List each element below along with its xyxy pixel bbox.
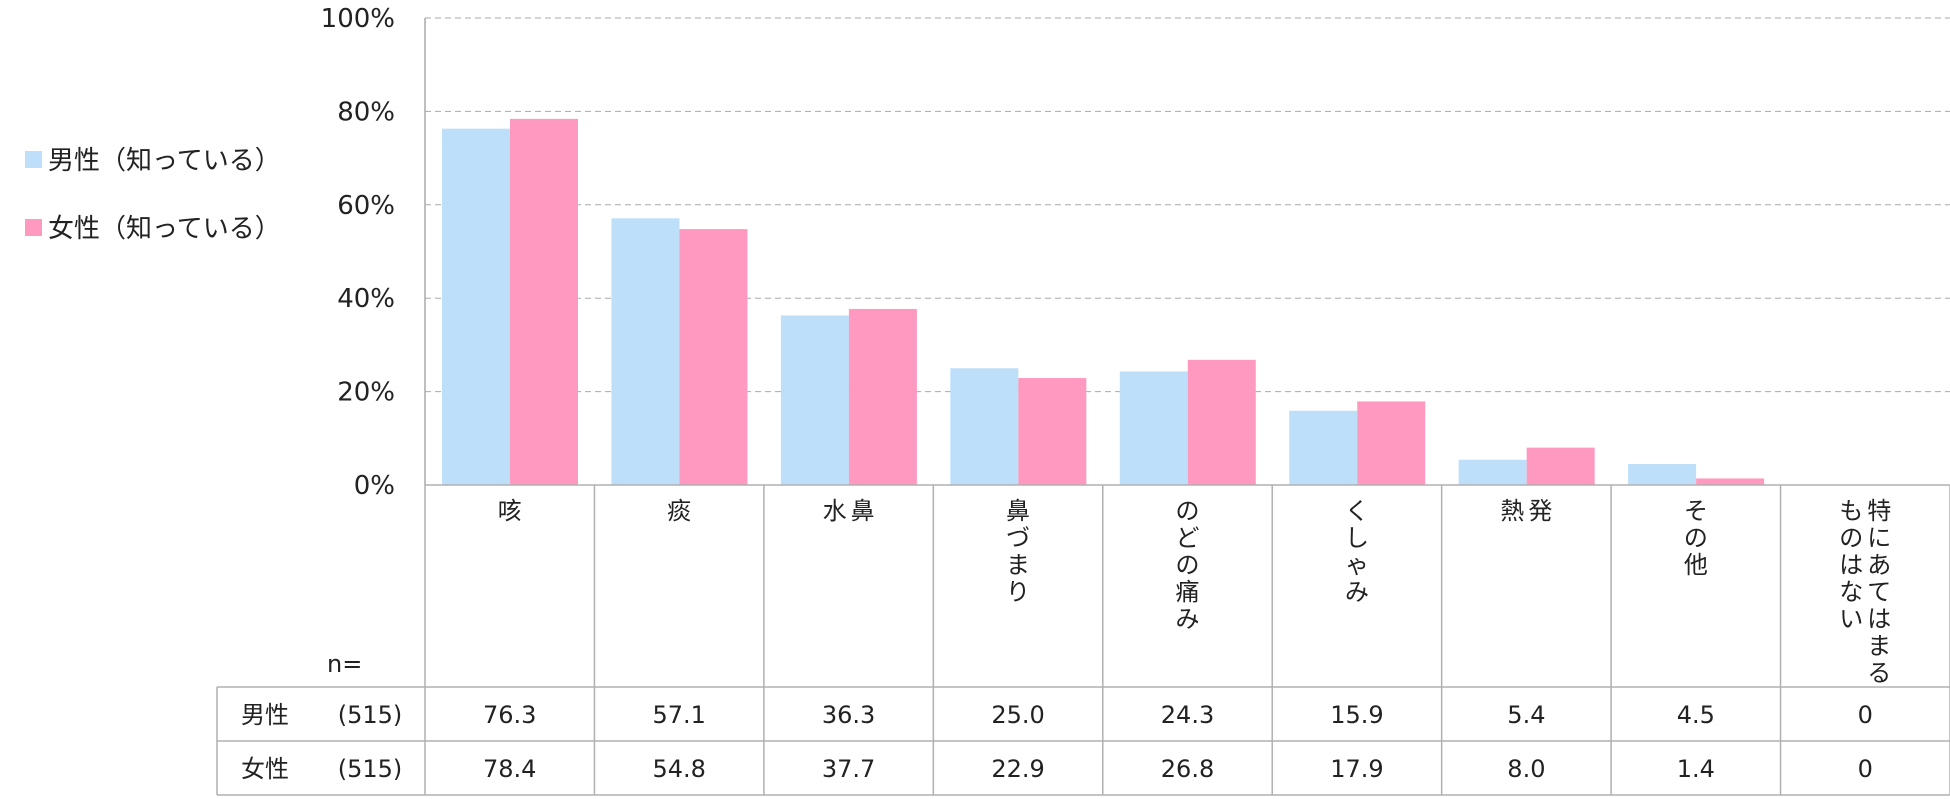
category-label-char: る xyxy=(1867,659,1891,687)
y-tick-label: 80% xyxy=(337,97,395,127)
y-tick-label: 0% xyxy=(354,471,395,501)
legend-label: 女性（知っている） xyxy=(48,214,281,244)
category-label-char: に xyxy=(1867,524,1891,552)
y-tick-label: 20% xyxy=(337,378,395,408)
category-label-char: み xyxy=(1345,578,1369,606)
category-label-char: み xyxy=(1176,605,1200,633)
table-cell-value: 37.7 xyxy=(822,755,875,783)
bar-female xyxy=(1526,447,1595,485)
bar-female xyxy=(1357,401,1426,485)
category-label-char: な xyxy=(1839,578,1863,606)
bars xyxy=(442,118,1765,485)
legend-swatch xyxy=(25,219,42,236)
category-label-char: づ xyxy=(1006,524,1030,552)
table-cell-value: 22.9 xyxy=(991,755,1044,783)
category-label-char: て xyxy=(1867,578,1891,606)
table-cell-value: 8.0 xyxy=(1507,755,1545,783)
n-label: n= xyxy=(327,650,362,678)
category-label-char: の xyxy=(1839,524,1863,552)
category-label-char: の xyxy=(1176,497,1200,525)
category-label-char: 鼻 xyxy=(1006,497,1030,525)
bar-female xyxy=(848,308,917,485)
category-label-char: 鼻 xyxy=(851,497,875,525)
table-cell-value: 36.3 xyxy=(822,701,875,729)
category-label-char: 痛 xyxy=(1176,578,1200,606)
bar-male xyxy=(1289,410,1358,485)
data-table: n=咳痰鼻水 鼻づまりのどの痛みくしゃみ発熱 その他特にあてはまるものはない男性 (5… xyxy=(216,484,1950,796)
category-label-char: 特 xyxy=(1867,497,1891,525)
category-label: 発熱 xyxy=(1500,497,1552,525)
y-axis: 0% 20% 40% 60% 80% 100% xyxy=(321,4,426,501)
table-cell-value: 25.0 xyxy=(991,701,1044,729)
table-cell-value: 54.8 xyxy=(652,755,705,783)
table-cell-value: 17.9 xyxy=(1330,755,1383,783)
category-label-char: 咳 xyxy=(498,497,522,525)
category-label: 鼻水 xyxy=(823,497,875,525)
bar-male xyxy=(442,128,510,485)
bar-male xyxy=(1628,463,1697,485)
category-label-char: 水 xyxy=(823,497,847,525)
table-cell-value: 26.8 xyxy=(1161,755,1214,783)
category-label-char: あ xyxy=(1867,551,1891,579)
bar-female xyxy=(1018,378,1087,485)
category-label-char: 他 xyxy=(1684,551,1708,579)
category-label-char: の xyxy=(1176,551,1200,579)
category-label-char: り xyxy=(1006,578,1030,606)
category-label-char: は xyxy=(1839,551,1863,579)
category-label-char: は xyxy=(1867,605,1891,633)
category-label: その他 xyxy=(1684,497,1708,579)
row-n: (515) xyxy=(338,701,403,729)
bar-female xyxy=(510,118,578,485)
table-cell-value: 5.4 xyxy=(1507,701,1545,729)
table-cell-value: 57.1 xyxy=(652,701,705,729)
table-cell-value: 0 xyxy=(1858,755,1873,783)
category-label-char: ま xyxy=(1867,632,1891,660)
bar-male xyxy=(780,315,849,485)
category-label-char: し xyxy=(1345,524,1369,552)
row-n: (515) xyxy=(338,755,403,783)
y-tick-label: 60% xyxy=(337,191,395,221)
bar-male xyxy=(950,368,1019,485)
row-label: 女性 xyxy=(241,755,289,783)
row-label: 男性 xyxy=(241,701,289,729)
category-label-char: 痰 xyxy=(667,497,691,525)
legend-swatch xyxy=(25,151,42,168)
category-label-char: 熱 xyxy=(1500,497,1524,525)
bar-male xyxy=(1458,459,1527,485)
category-label-char: ま xyxy=(1006,551,1030,579)
category-label-char: そ xyxy=(1684,497,1708,525)
table-cell-value: 0 xyxy=(1858,701,1873,729)
table-cell-value: 4.5 xyxy=(1677,701,1715,729)
table-cell-value: 76.3 xyxy=(483,701,536,729)
category-label-char: く xyxy=(1345,497,1369,525)
bar-female xyxy=(1187,359,1256,485)
category-label-char: も xyxy=(1839,497,1863,525)
table-cell-value: 1.4 xyxy=(1677,755,1715,783)
y-tick-label: 100% xyxy=(321,4,395,34)
bar-female xyxy=(1696,478,1765,485)
table-cell-value: 15.9 xyxy=(1330,701,1383,729)
category-label-char: ど xyxy=(1176,524,1200,552)
category-label: 咳 xyxy=(498,497,522,525)
bar-female xyxy=(679,229,748,485)
table-cell-value: 24.3 xyxy=(1161,701,1214,729)
category-label-char: い xyxy=(1839,605,1863,633)
table-cell-value: 78.4 xyxy=(483,755,536,783)
category-label-char: 発 xyxy=(1528,497,1552,525)
y-tick-label: 40% xyxy=(337,284,395,314)
category-label-char: の xyxy=(1684,524,1708,552)
category-label-char: ゃ xyxy=(1345,551,1369,579)
legend-label: 男性（知っている） xyxy=(48,146,281,176)
legend: 男性（知っている） 女性（知っている） xyxy=(25,146,281,244)
bar-male xyxy=(1119,371,1188,485)
category-label: 痰 xyxy=(667,497,691,525)
bar-male xyxy=(611,218,680,485)
